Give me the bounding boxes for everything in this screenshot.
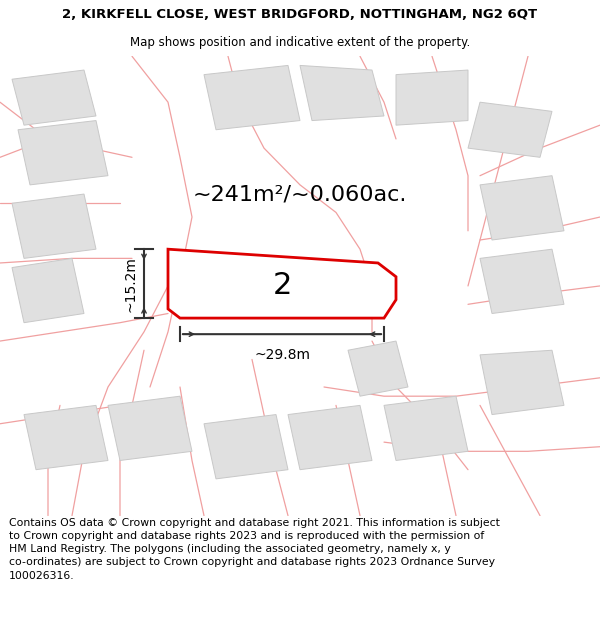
Text: ~29.8m: ~29.8m — [254, 348, 310, 362]
Polygon shape — [348, 341, 408, 396]
Polygon shape — [480, 249, 564, 314]
Polygon shape — [12, 70, 96, 125]
Polygon shape — [24, 406, 108, 470]
Polygon shape — [480, 350, 564, 414]
Polygon shape — [108, 396, 192, 461]
Polygon shape — [12, 194, 96, 258]
Polygon shape — [288, 406, 372, 470]
Text: 2, KIRKFELL CLOSE, WEST BRIDGFORD, NOTTINGHAM, NG2 6QT: 2, KIRKFELL CLOSE, WEST BRIDGFORD, NOTTI… — [62, 8, 538, 21]
Polygon shape — [204, 66, 300, 130]
Text: Contains OS data © Crown copyright and database right 2021. This information is : Contains OS data © Crown copyright and d… — [9, 518, 500, 581]
Polygon shape — [12, 258, 84, 322]
Polygon shape — [396, 70, 468, 125]
Polygon shape — [18, 121, 108, 185]
Text: Map shows position and indicative extent of the property.: Map shows position and indicative extent… — [130, 36, 470, 49]
Polygon shape — [204, 414, 288, 479]
Polygon shape — [480, 176, 564, 240]
Polygon shape — [300, 66, 384, 121]
Text: 2: 2 — [272, 271, 292, 301]
Text: ~241m²/~0.060ac.: ~241m²/~0.060ac. — [193, 184, 407, 204]
Polygon shape — [168, 249, 396, 318]
Polygon shape — [384, 396, 468, 461]
Text: ~15.2m: ~15.2m — [124, 256, 138, 312]
Polygon shape — [468, 102, 552, 158]
